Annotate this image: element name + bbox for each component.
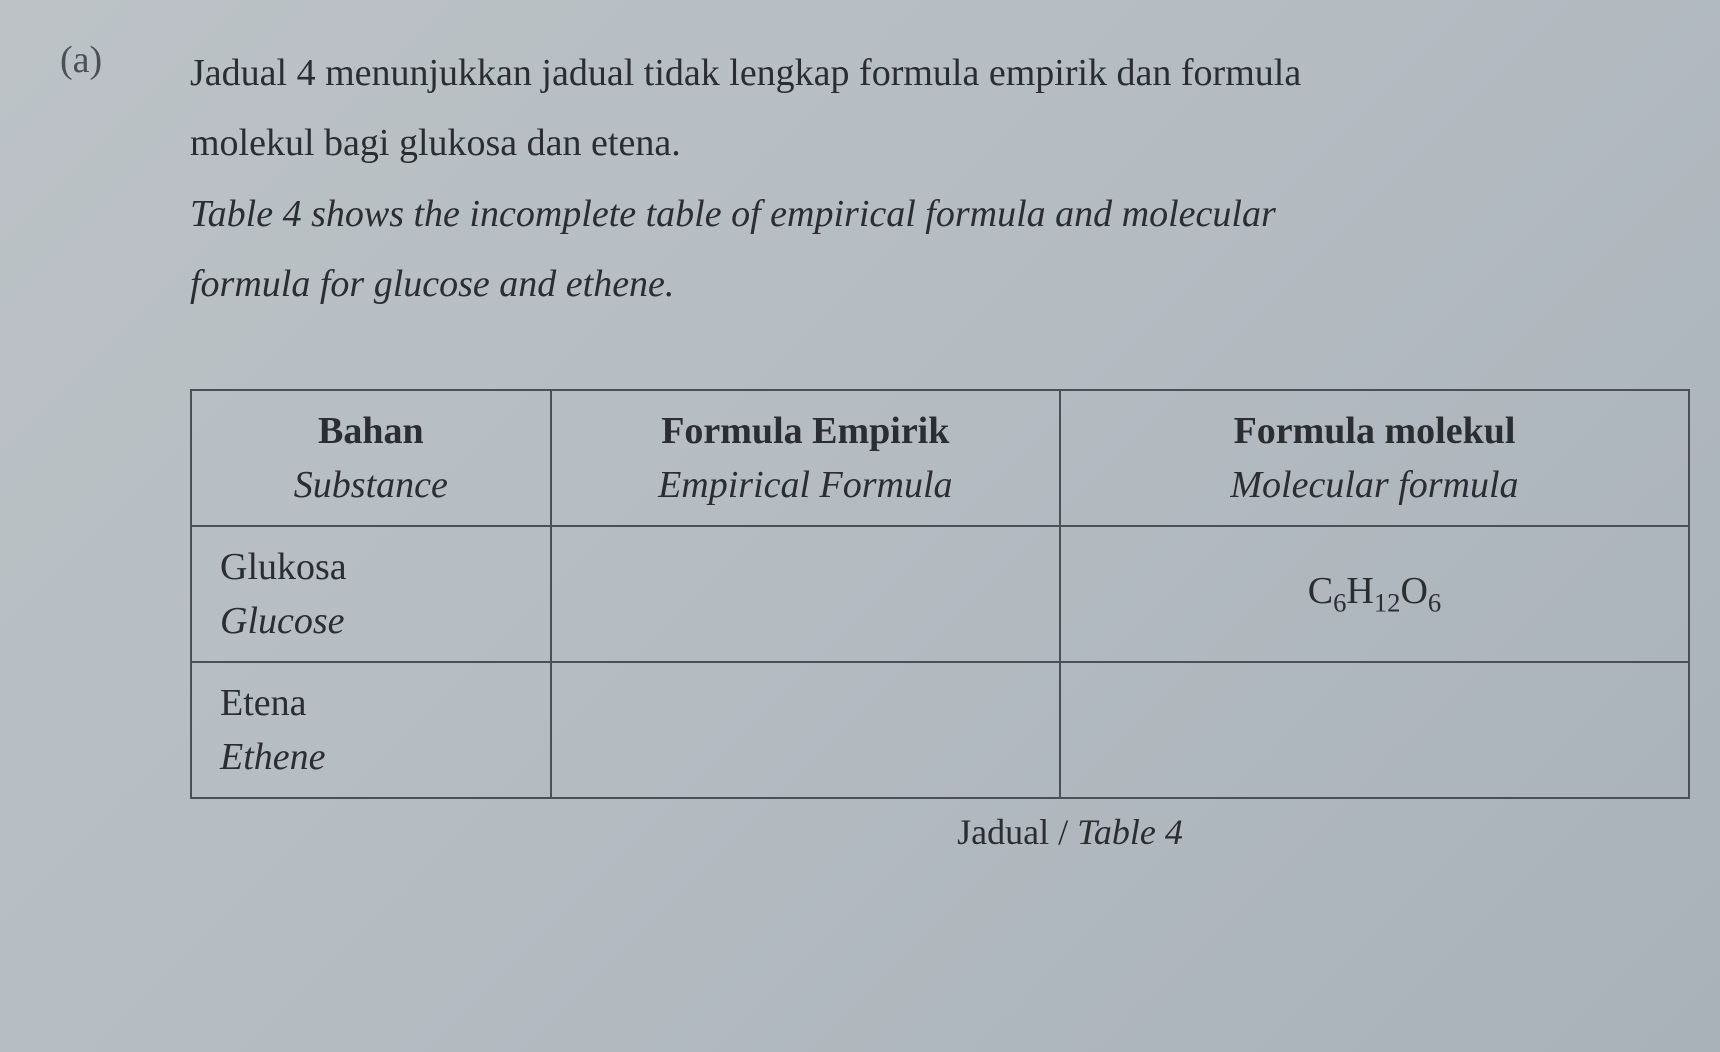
header-empirical-ms: Formula Empirik bbox=[661, 410, 949, 452]
caption-en: Table 4 bbox=[1077, 812, 1183, 852]
substance-ms: Glukosa bbox=[220, 545, 522, 589]
table-row: Glukosa Glucose C6H12O6 bbox=[191, 526, 1689, 662]
cell-substance-ethene: Etena Ethene bbox=[191, 662, 551, 798]
header-substance-en: Substance bbox=[220, 463, 522, 507]
substance-en: Ethene bbox=[220, 735, 522, 779]
table-header-row: Bahan Substance Formula Empirik Empirica… bbox=[191, 390, 1689, 526]
question-text-en-line2: formula for glucose and ethene. bbox=[190, 263, 674, 305]
table-row: Etena Ethene bbox=[191, 662, 1689, 798]
caption-sep: / bbox=[1049, 812, 1077, 852]
header-substance: Bahan Substance bbox=[191, 390, 551, 526]
question-label: (a) bbox=[60, 38, 190, 82]
header-molecular-en: Molecular formula bbox=[1089, 463, 1660, 507]
header-substance-ms: Bahan bbox=[318, 410, 424, 452]
header-empirical: Formula Empirik Empirical Formula bbox=[551, 390, 1060, 526]
cell-empirical-ethene bbox=[551, 662, 1060, 798]
caption-ms: Jadual bbox=[957, 812, 1049, 852]
question-text-ms-line2: molekul bagi glukosa dan etena. bbox=[190, 122, 681, 164]
substance-ms: Etena bbox=[220, 681, 522, 725]
page: (a) Jadual 4 menunjukkan jadual tidak le… bbox=[0, 0, 1720, 1052]
substance-en: Glucose bbox=[220, 599, 522, 643]
formula-table: Bahan Substance Formula Empirik Empirica… bbox=[190, 389, 1690, 799]
cell-molecular-glucose: C6H12O6 bbox=[1060, 526, 1689, 662]
cell-molecular-ethene bbox=[1060, 662, 1689, 798]
question-block: (a) Jadual 4 menunjukkan jadual tidak le… bbox=[60, 38, 1660, 319]
cell-substance-glucose: Glukosa Glucose bbox=[191, 526, 551, 662]
header-empirical-en: Empirical Formula bbox=[580, 463, 1031, 507]
question-text-en-line1: Table 4 shows the incomplete table of em… bbox=[190, 193, 1276, 235]
cell-empirical-glucose bbox=[551, 526, 1060, 662]
header-molecular-ms: Formula molekul bbox=[1234, 410, 1516, 452]
table-caption: Jadual / Table 4 bbox=[320, 811, 1720, 853]
header-molecular: Formula molekul Molecular formula bbox=[1060, 390, 1689, 526]
question-text-ms-line1: Jadual 4 menunjukkan jadual tidak lengka… bbox=[190, 52, 1301, 94]
question-content: Jadual 4 menunjukkan jadual tidak lengka… bbox=[190, 38, 1660, 319]
table-container: Bahan Substance Formula Empirik Empirica… bbox=[190, 389, 1660, 853]
